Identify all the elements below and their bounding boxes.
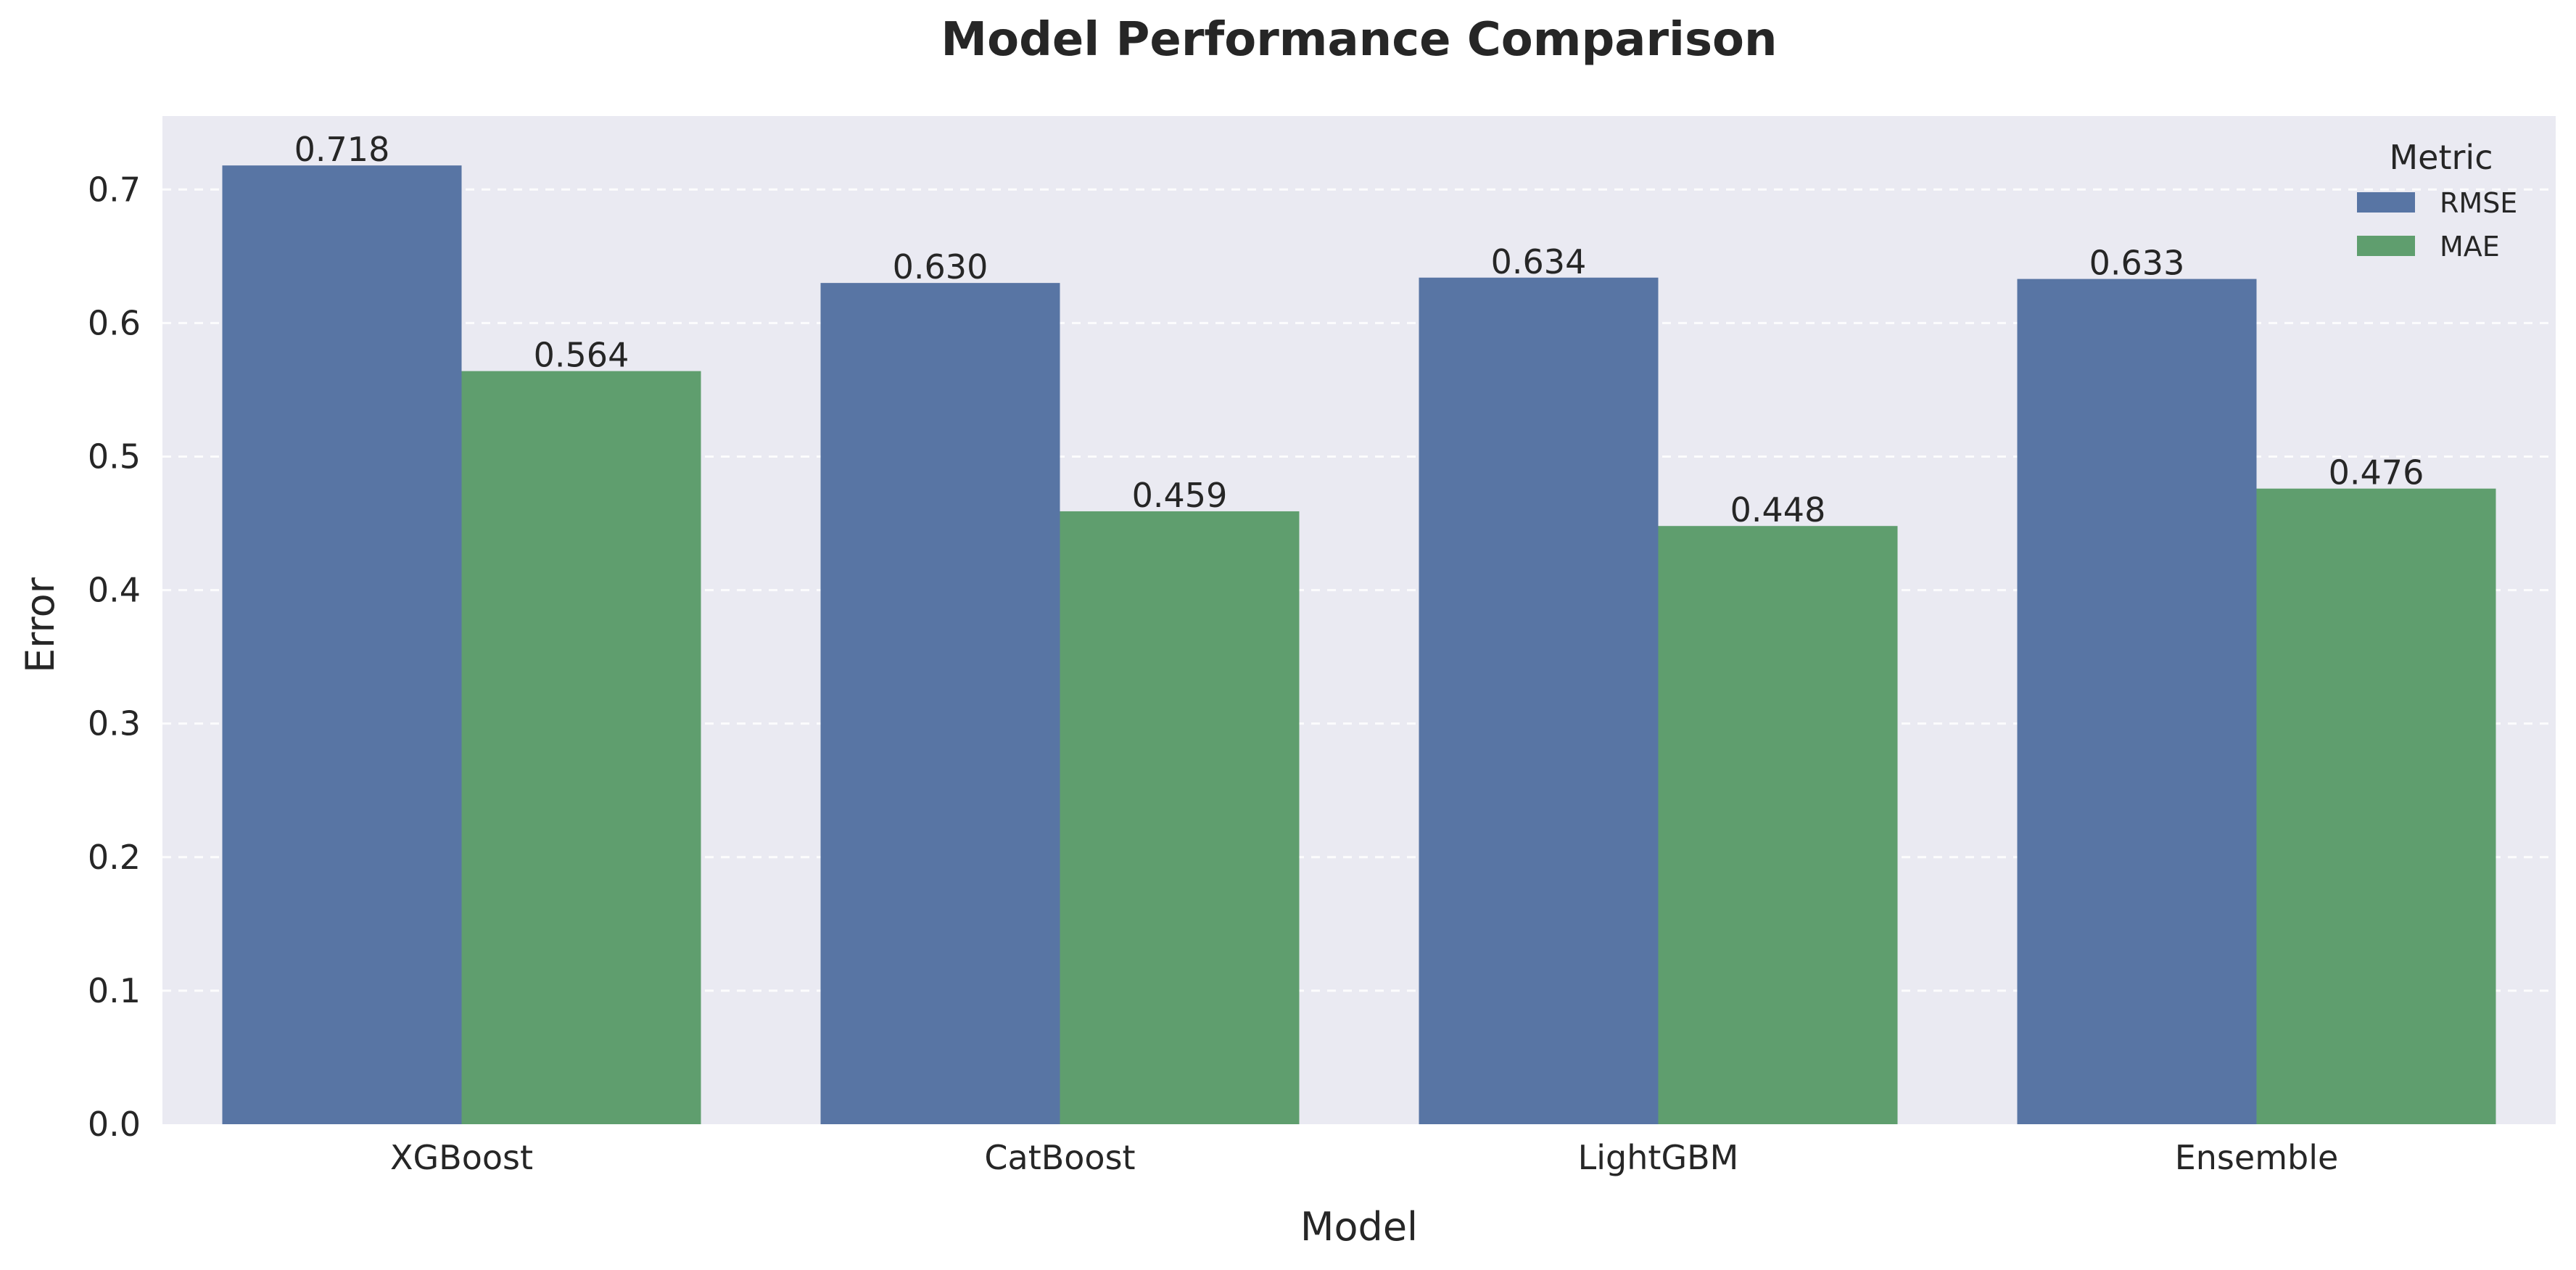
x-tick-labels: XGBoost CatBoost LightGBM Ensemble (390, 1138, 2338, 1177)
legend-title: Metric (2389, 138, 2493, 177)
x-tick-label: LightGBM (1578, 1138, 1739, 1177)
legend: Metric RMSE MAE (2357, 138, 2517, 263)
y-tick-label: 0.2 (88, 838, 141, 877)
legend-label-mae: MAE (2440, 231, 2500, 263)
data-labels: 0.718 0.564 0.630 0.459 0.634 0.448 0.633 0.476 (294, 130, 2424, 529)
y-tick-label: 0.7 (88, 170, 141, 209)
data-label: 0.630 (893, 247, 988, 286)
data-label: 0.564 (534, 336, 629, 375)
bar-rmse-ensemble (2017, 279, 2257, 1125)
data-label: 0.448 (1730, 490, 1826, 529)
y-tick-label: 0.6 (88, 303, 141, 342)
x-tick-label: CatBoost (984, 1138, 1135, 1177)
bar-mae-catboost (1060, 511, 1300, 1124)
x-tick-label: XGBoost (390, 1138, 533, 1177)
data-label: 0.459 (1132, 476, 1228, 515)
x-tick-label: Ensemble (2175, 1138, 2339, 1177)
data-label: 0.633 (2089, 244, 2185, 283)
data-label: 0.634 (1491, 242, 1587, 281)
legend-swatch-rmse (2357, 192, 2415, 213)
bar-mae-lightgbm (1658, 526, 1898, 1124)
chart-title: Model Performance Comparison (941, 13, 1777, 67)
legend-swatch-mae (2357, 236, 2415, 256)
bar-mae-xgboost (461, 371, 701, 1125)
data-label: 0.476 (2329, 453, 2424, 492)
y-tick-label: 0.4 (88, 571, 141, 610)
y-axis-label: Error (17, 577, 63, 672)
bar-rmse-lightgbm (1419, 277, 1659, 1125)
y-tick-label: 0.1 (88, 971, 141, 1010)
bar-rmse-xgboost (222, 165, 462, 1125)
y-tick-label: 0.3 (88, 704, 141, 743)
y-tick-label: 0.0 (88, 1105, 141, 1144)
data-label: 0.718 (294, 130, 390, 169)
y-tick-label: 0.5 (88, 437, 141, 476)
x-axis-label: Model (1300, 1204, 1418, 1250)
bar-rmse-catboost (820, 283, 1060, 1124)
bar-mae-ensemble (2256, 488, 2496, 1124)
bars (222, 165, 2496, 1125)
legend-label-rmse: RMSE (2440, 187, 2517, 219)
y-tick-labels: 0.0 0.1 0.2 0.3 0.4 0.5 0.6 0.7 (88, 170, 141, 1144)
